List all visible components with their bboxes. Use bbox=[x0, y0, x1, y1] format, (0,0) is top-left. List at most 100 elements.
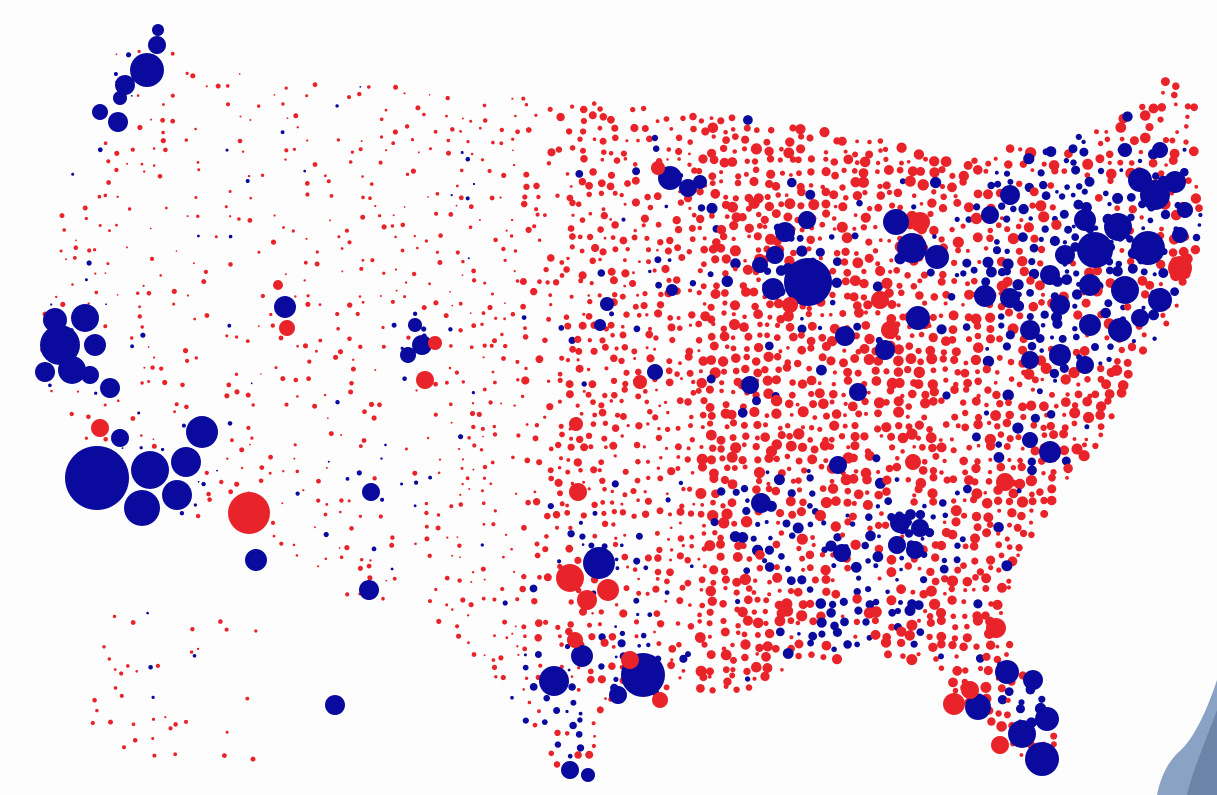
county-bubble bbox=[839, 532, 846, 538]
county-bubble bbox=[664, 247, 673, 255]
county-bubble bbox=[84, 436, 88, 440]
county-bubble bbox=[460, 151, 464, 154]
county-bubble bbox=[724, 214, 730, 220]
county-bubble bbox=[512, 163, 516, 167]
county-bubble bbox=[645, 247, 652, 253]
county-bubble bbox=[696, 214, 705, 224]
county-bubble bbox=[554, 478, 563, 487]
county-bubble bbox=[941, 557, 948, 564]
county-bubble bbox=[700, 503, 705, 507]
county-bubble bbox=[930, 367, 937, 374]
county-bubble bbox=[647, 408, 653, 415]
county-bubble bbox=[962, 323, 971, 331]
county-bubble bbox=[706, 202, 718, 214]
county-bubble bbox=[614, 412, 621, 418]
county-bubble bbox=[729, 300, 741, 311]
county-bubble bbox=[269, 312, 273, 317]
county-bubble bbox=[648, 326, 652, 331]
county-bubble bbox=[771, 375, 782, 385]
county-bubble bbox=[828, 600, 837, 609]
county-bubble bbox=[626, 424, 630, 428]
county-bubble bbox=[831, 646, 837, 653]
county-bubble bbox=[611, 391, 618, 399]
county-bubble bbox=[457, 578, 462, 583]
county-bubble bbox=[394, 235, 397, 239]
county-bubble bbox=[818, 398, 829, 410]
county-bubble bbox=[428, 282, 431, 286]
county-bubble bbox=[973, 419, 983, 430]
county-bubble bbox=[284, 148, 289, 153]
county-bubble bbox=[963, 160, 973, 170]
county-bubble bbox=[854, 641, 860, 648]
county-bubble bbox=[806, 246, 812, 252]
county-bubble bbox=[1031, 376, 1039, 384]
county-bubble bbox=[851, 422, 859, 430]
county-bubble bbox=[391, 141, 396, 146]
county-bubble bbox=[640, 632, 647, 639]
county-bubble bbox=[1194, 184, 1199, 189]
county-bubble bbox=[190, 627, 195, 632]
county-bubble bbox=[795, 652, 802, 660]
county-bubble bbox=[349, 526, 354, 531]
county-bubble bbox=[850, 177, 861, 188]
county-bubble bbox=[500, 674, 506, 681]
county-bubble bbox=[795, 457, 803, 465]
county-bubble bbox=[163, 147, 168, 153]
county-bubble bbox=[965, 336, 973, 343]
county-bubble bbox=[987, 181, 995, 190]
county-bubble bbox=[790, 478, 797, 484]
county-bubble bbox=[1148, 309, 1159, 321]
county-bubble bbox=[843, 498, 852, 507]
county-bubble bbox=[808, 390, 815, 398]
county-bubble bbox=[666, 358, 673, 365]
county-bubble bbox=[747, 234, 751, 239]
county-bubble bbox=[738, 213, 747, 222]
county-bubble bbox=[976, 443, 981, 448]
county-bubble bbox=[305, 301, 311, 307]
county-bubble bbox=[558, 423, 564, 429]
county-bubble bbox=[895, 422, 903, 430]
county-bubble bbox=[973, 189, 983, 199]
county-bubble bbox=[986, 266, 997, 278]
county-bubble bbox=[235, 335, 239, 339]
county-bubble bbox=[654, 568, 662, 576]
county-bubble bbox=[1018, 699, 1025, 706]
county-bubble bbox=[593, 734, 596, 738]
county-bubble bbox=[547, 503, 554, 510]
county-bubble bbox=[919, 589, 928, 599]
county-bubble bbox=[942, 520, 947, 525]
county-bubble bbox=[913, 379, 924, 389]
metro-county-bubble bbox=[43, 308, 67, 332]
county-bubble bbox=[569, 436, 574, 441]
county-bubble bbox=[581, 381, 587, 387]
county-bubble bbox=[928, 443, 937, 453]
county-bubble bbox=[127, 207, 132, 211]
county-bubble bbox=[546, 316, 552, 322]
county-bubble bbox=[928, 642, 938, 652]
county-bubble bbox=[513, 570, 516, 574]
county-bubble bbox=[741, 653, 749, 662]
county-bubble bbox=[740, 484, 749, 493]
county-bubble bbox=[730, 335, 736, 341]
county-bubble bbox=[706, 355, 717, 365]
county-bubble bbox=[998, 322, 1005, 329]
county-bubble bbox=[534, 619, 543, 627]
county-bubble bbox=[855, 139, 859, 144]
county-bubble bbox=[284, 158, 287, 161]
county-bubble bbox=[164, 206, 168, 210]
county-bubble bbox=[764, 193, 771, 201]
county-bubble bbox=[240, 466, 244, 470]
county-bubble bbox=[505, 636, 509, 640]
county-bubble bbox=[994, 180, 1002, 188]
county-bubble bbox=[635, 368, 642, 376]
county-bubble bbox=[1023, 153, 1035, 165]
county-bubble bbox=[798, 600, 808, 610]
metro-county-bubble bbox=[1040, 265, 1060, 285]
county-bubble bbox=[592, 510, 598, 516]
county-bubble bbox=[844, 292, 851, 300]
county-bubble bbox=[599, 248, 607, 256]
county-bubble bbox=[755, 211, 762, 218]
county-bubble bbox=[970, 212, 983, 225]
county-bubble bbox=[521, 524, 527, 531]
county-bubble bbox=[361, 438, 367, 443]
